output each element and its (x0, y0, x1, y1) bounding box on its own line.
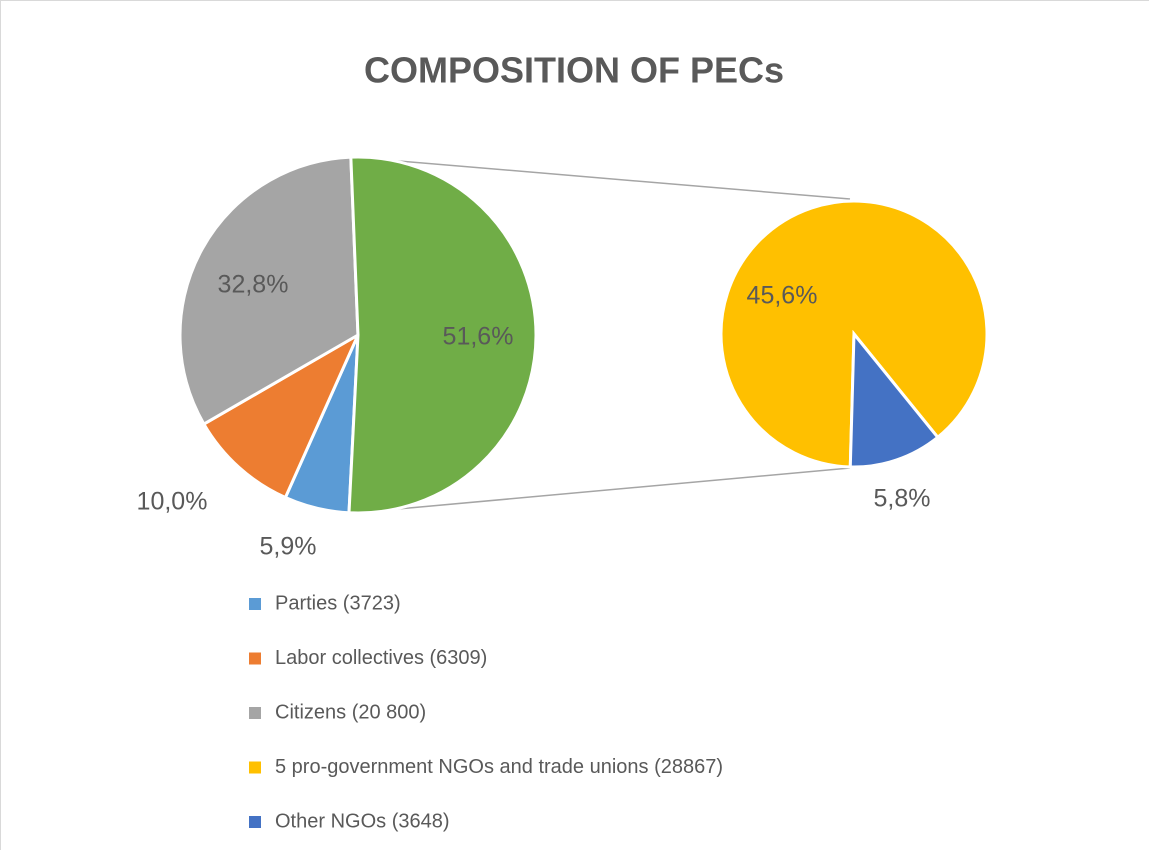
legend-swatch (249, 707, 261, 719)
data-label: 5,9% (260, 533, 317, 561)
data-label: 51,6% (443, 323, 514, 351)
legend-label: 5 pro-government NGOs and trade unions (… (275, 756, 723, 778)
data-label: 10,0% (137, 488, 208, 516)
pie-slice (848, 329, 940, 469)
legend-swatch (249, 598, 261, 610)
legend-label: Citizens (20 800) (275, 701, 426, 723)
connector (353, 467, 851, 514)
legend-label: Other NGOs (3648) (275, 810, 450, 832)
pie-slice (201, 331, 362, 500)
connector (351, 156, 851, 200)
legend-label: Labor collectives (6309) (275, 647, 487, 669)
data-label: 5,8% (874, 485, 931, 513)
legend-swatch (249, 816, 261, 828)
legend-swatch (249, 761, 261, 774)
pie-slice (347, 155, 538, 515)
legend-swatch (249, 652, 261, 665)
pie-slice (178, 155, 360, 427)
chart-title: COMPOSITION OF PECs (364, 50, 784, 91)
data-label: 45,6% (747, 282, 818, 310)
data-label: 32,8% (218, 271, 289, 299)
legend-label: Parties (3723) (275, 592, 401, 614)
